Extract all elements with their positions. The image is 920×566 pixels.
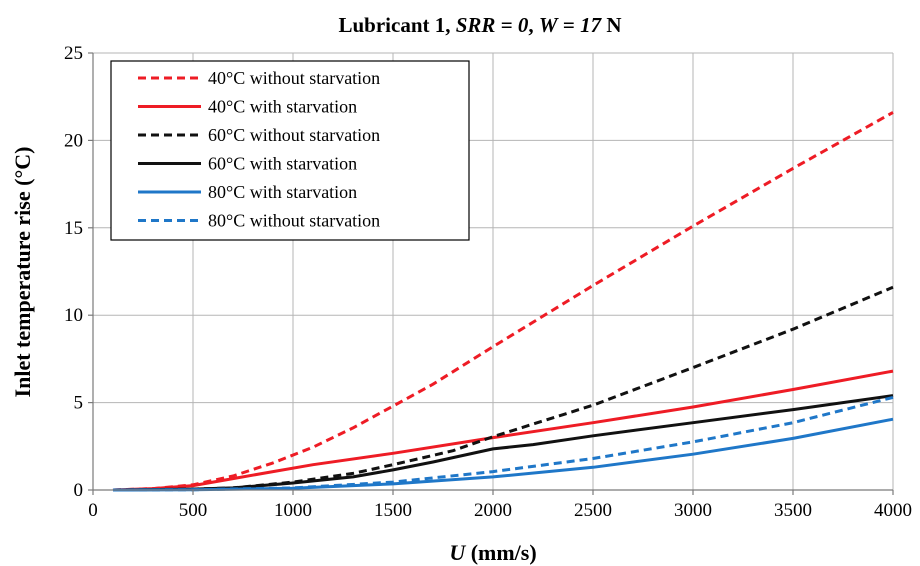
series-line-3 [112,285,894,492]
x-axis-title: U (mm/s) [449,540,536,565]
y-tick-label: 25 [64,43,83,64]
legend-label: 60°C with starvation [208,154,357,174]
y-tick-label: 5 [74,393,84,414]
x-tick-label: 0 [88,500,98,521]
x-tick-label: 4000 [874,500,912,521]
x-tick-label: 2000 [474,500,512,521]
legend: 40°C without starvation 40°C with starvat… [110,60,470,241]
series-line-6 [112,395,894,492]
y-tick-label: 20 [64,130,83,151]
legend-label: 60°C without starvation [208,125,380,145]
legend-label: 40°C with starvation [208,97,357,117]
x-tick-label: 1000 [274,500,312,521]
y-tick-label: 0 [74,480,84,501]
x-tick-label: 3500 [774,500,812,521]
y-tick-label: 10 [64,305,83,326]
x-tick-label: 500 [179,500,208,521]
y-tick-label: 15 [64,218,83,239]
axes [88,52,894,495]
tick-labels: 0 500 1000 1500 2000 2500 3000 3500 4000 0 5 10 15 20… [64,43,912,521]
series-line-2 [112,369,894,492]
series-line-5 [112,417,894,492]
legend-label: 80°C with starvation [208,182,357,202]
x-tick-label: 3000 [674,500,712,521]
x-tick-label: 1500 [374,500,412,521]
chart-title: Lubricant 1, SRR = 0, W = 17 N [338,13,621,37]
series-line-1 [112,111,894,492]
x-tick-label: 2500 [574,500,612,521]
series-lines [112,111,894,492]
legend-label: 40°C without starvation [208,68,380,88]
legend-box [110,60,470,241]
y-axis-title: Inlet temperature rise (°C) [10,147,35,398]
legend-label: 80°C without starvation [208,211,380,231]
